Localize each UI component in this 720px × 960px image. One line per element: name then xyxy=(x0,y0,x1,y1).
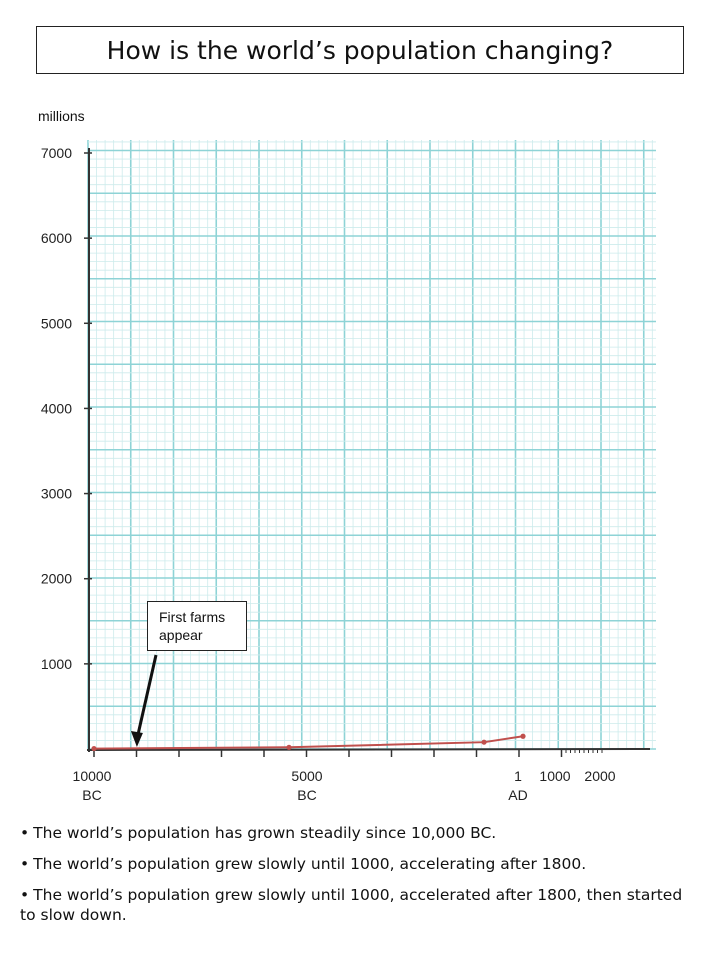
statement-2-text: The world’s population grew slowly until… xyxy=(33,855,587,873)
y-tick-label: 5000 xyxy=(41,315,72,331)
x-tick-label: 2000 xyxy=(584,768,615,784)
bullet: • xyxy=(20,824,30,842)
callout-line-2: appear xyxy=(159,627,203,643)
y-tick-label: 1000 xyxy=(41,656,72,672)
data-point xyxy=(520,733,526,739)
statement-2[interactable]: • The world’s population grew slowly unti… xyxy=(20,854,690,874)
population-chart: 1000 2000 3000 4000 5000 6000 7000 10000 BC 5000… xyxy=(41,140,656,803)
data-series xyxy=(91,733,526,752)
x-tick-label-line2: AD xyxy=(508,787,527,803)
x-tick-label-line2: BC xyxy=(297,787,316,803)
statement-1[interactable]: • The world’s population has grown steadi… xyxy=(20,823,690,843)
y-tick-label: 7000 xyxy=(41,145,72,161)
x-tick-label: 10000 xyxy=(73,768,112,784)
statement-1-text: The world’s population has grown steadil… xyxy=(33,824,497,842)
arrow-head xyxy=(130,731,143,747)
y-tick-label: 2000 xyxy=(41,571,72,587)
x-tick-label: 5000 xyxy=(291,768,322,784)
x-axis-line xyxy=(86,748,651,751)
data-point xyxy=(481,739,487,745)
callout-line-1: First farms xyxy=(159,609,226,625)
chart-grid xyxy=(87,140,656,750)
annotation-arrow xyxy=(130,654,158,747)
y-tick-label: 6000 xyxy=(41,230,72,246)
y-axis-ticks: 1000 2000 3000 4000 5000 6000 7000 xyxy=(41,145,92,672)
statement-3-text: The world’s population grew slowly until… xyxy=(20,886,683,924)
y-tick-label: 3000 xyxy=(41,486,72,502)
bullet: • xyxy=(20,886,30,904)
annotation-callout: First farms appear xyxy=(147,601,247,651)
y-axis-unit-label: millions xyxy=(38,108,85,124)
y-tick-label: 4000 xyxy=(41,400,72,416)
chart-axes xyxy=(86,148,651,752)
x-tick-label: 1 xyxy=(514,768,522,784)
page-title: How is the world’s population changing? xyxy=(36,26,684,74)
bullet: • xyxy=(20,855,30,873)
series-line xyxy=(93,735,524,750)
x-tick-label: 1000 xyxy=(539,768,570,784)
x-axis-ticks: 10000 BC 5000 BC 1 AD 1000 2000 xyxy=(73,749,616,803)
arrow-shaft xyxy=(136,654,158,736)
statement-3[interactable]: • The world’s population grew slowly unti… xyxy=(20,885,690,925)
statement-list: • The world’s population has grown steadi… xyxy=(20,823,690,936)
data-point xyxy=(91,745,97,752)
x-tick-label-line2: BC xyxy=(82,787,101,803)
data-point xyxy=(286,744,292,750)
